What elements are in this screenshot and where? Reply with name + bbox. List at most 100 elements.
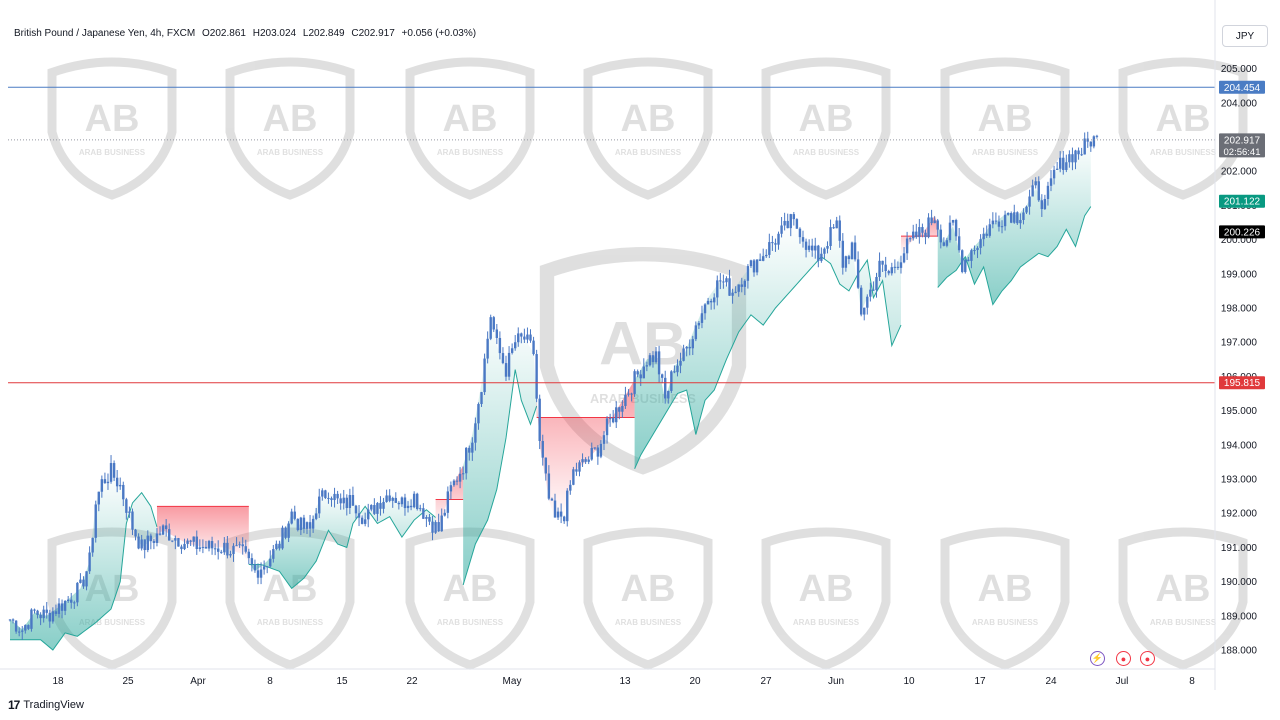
candle-body <box>1086 138 1089 142</box>
candle-body <box>91 537 94 553</box>
candle-body <box>768 242 771 255</box>
candle-body <box>685 346 688 349</box>
svg-text:AB: AB <box>1156 568 1211 610</box>
supertrend-band <box>536 379 635 521</box>
symbol-name[interactable]: British Pound / Japanese Yen, 4h, FXCM <box>14 28 196 39</box>
currency-button[interactable]: JPY <box>1222 25 1268 47</box>
candle-body <box>428 517 431 522</box>
candle-body <box>997 221 1001 227</box>
candle-body <box>544 457 548 474</box>
candle-body <box>109 463 113 482</box>
ab-shield-logo-icon: AB ARAB BUSINESS <box>47 57 177 200</box>
candle-body <box>795 219 799 229</box>
candle-body <box>269 558 272 567</box>
candle-body <box>918 227 921 238</box>
candle-body <box>961 250 964 272</box>
ab-shield-logo-icon: AB ARAB BUSINESS <box>940 527 1070 670</box>
candle-body <box>749 260 753 267</box>
ab-shield-logo-icon: AB ARAB BUSINESS <box>1118 57 1248 200</box>
candle-body <box>85 571 88 587</box>
candle-body <box>483 358 486 393</box>
ohlc-open: O202.861 <box>202 28 246 39</box>
svg-text:AB: AB <box>978 568 1033 610</box>
candle-body <box>54 611 58 614</box>
svg-text:AB: AB <box>799 568 854 610</box>
candle-body <box>853 242 857 260</box>
candle-body <box>648 355 652 366</box>
tradingview-logo-icon: 17 <box>8 698 20 712</box>
candle-body <box>670 371 673 391</box>
candle-body <box>507 352 511 377</box>
candle-body <box>36 610 39 615</box>
svg-text:AB: AB <box>1156 98 1211 140</box>
price-tag-label: 200.226 <box>1224 227 1261 238</box>
candle-body <box>8 619 12 621</box>
candle-body <box>504 363 508 377</box>
brand-name: TradingView <box>23 699 84 711</box>
ab-shield-logo-icon: AB ARAB BUSINESS <box>761 527 891 670</box>
ab-shield-logo-icon: AB ARAB BUSINESS <box>583 57 713 200</box>
x-tick-label: 24 <box>1045 676 1057 687</box>
candle-body <box>403 497 407 509</box>
candle-body <box>578 462 581 472</box>
candle-body <box>140 539 143 549</box>
time-axis[interactable]: 18 25 Apr 8 15 22 May 13 20 27 Jun 10 17 24 Jul 8 <box>0 668 1215 687</box>
price-tag <box>1219 376 1265 390</box>
candle-body <box>1046 185 1050 199</box>
record-icon[interactable]: ● <box>1116 651 1131 666</box>
candle-body <box>532 340 535 355</box>
candle-body <box>223 542 226 553</box>
candle-body <box>379 503 382 509</box>
record-icon[interactable]: ● <box>1140 651 1155 666</box>
candle-body <box>835 220 838 229</box>
candle-body <box>1028 196 1031 207</box>
candle-body <box>988 224 991 236</box>
candle-body <box>397 502 401 505</box>
candle-body <box>1077 150 1080 155</box>
candle-body <box>351 495 355 506</box>
candle-body <box>930 217 933 224</box>
candle-body <box>180 546 183 550</box>
candle-body <box>367 509 370 520</box>
footer-brand[interactable]: 17 TradingView <box>8 698 84 712</box>
candle-body <box>235 545 238 547</box>
candle-body <box>339 498 342 504</box>
x-tick-label: Apr <box>190 676 206 687</box>
lightning-icon[interactable]: ⚡ <box>1090 651 1105 666</box>
candle-body <box>480 392 483 405</box>
candle-body <box>1080 154 1083 156</box>
candle-body <box>284 527 287 538</box>
candle-body <box>388 495 391 501</box>
candle-body <box>630 393 633 395</box>
candle-body <box>538 398 541 441</box>
y-tick-label: 188.000 <box>1221 646 1258 657</box>
candle-body <box>703 304 707 314</box>
svg-text:ARAB BUSINESS: ARAB BUSINESS <box>257 148 324 157</box>
candle-body <box>642 366 645 379</box>
candle-body <box>893 266 897 268</box>
candle-body <box>765 254 768 257</box>
candle-body <box>1052 169 1056 179</box>
candle-body <box>48 612 52 622</box>
x-tick-label: 22 <box>406 676 418 687</box>
price-axis[interactable]: 188.000 189.000 190.000 191.000 192.000 193.0… <box>1214 0 1258 690</box>
candle-body <box>394 497 397 503</box>
candle-body <box>311 518 315 529</box>
ab-shield-logo-icon: AB ARAB BUSINESS <box>583 527 713 670</box>
candle-body <box>957 236 961 251</box>
price-tag-label: 202.917 <box>1224 135 1261 146</box>
y-tick-label: 204.000 <box>1221 98 1258 109</box>
price-tag <box>1219 225 1265 239</box>
candle-body <box>244 546 247 552</box>
candle-body <box>569 484 572 491</box>
svg-text:ARAB BUSINESS: ARAB BUSINESS <box>437 148 504 157</box>
svg-text:AB: AB <box>443 98 498 140</box>
svg-text:AB: AB <box>621 568 676 610</box>
candle-body <box>416 493 419 510</box>
candle-body <box>265 566 269 568</box>
x-tick-label: 15 <box>336 676 348 687</box>
svg-text:AB: AB <box>978 98 1033 140</box>
candle-body <box>844 256 848 268</box>
candle-body <box>192 536 195 542</box>
